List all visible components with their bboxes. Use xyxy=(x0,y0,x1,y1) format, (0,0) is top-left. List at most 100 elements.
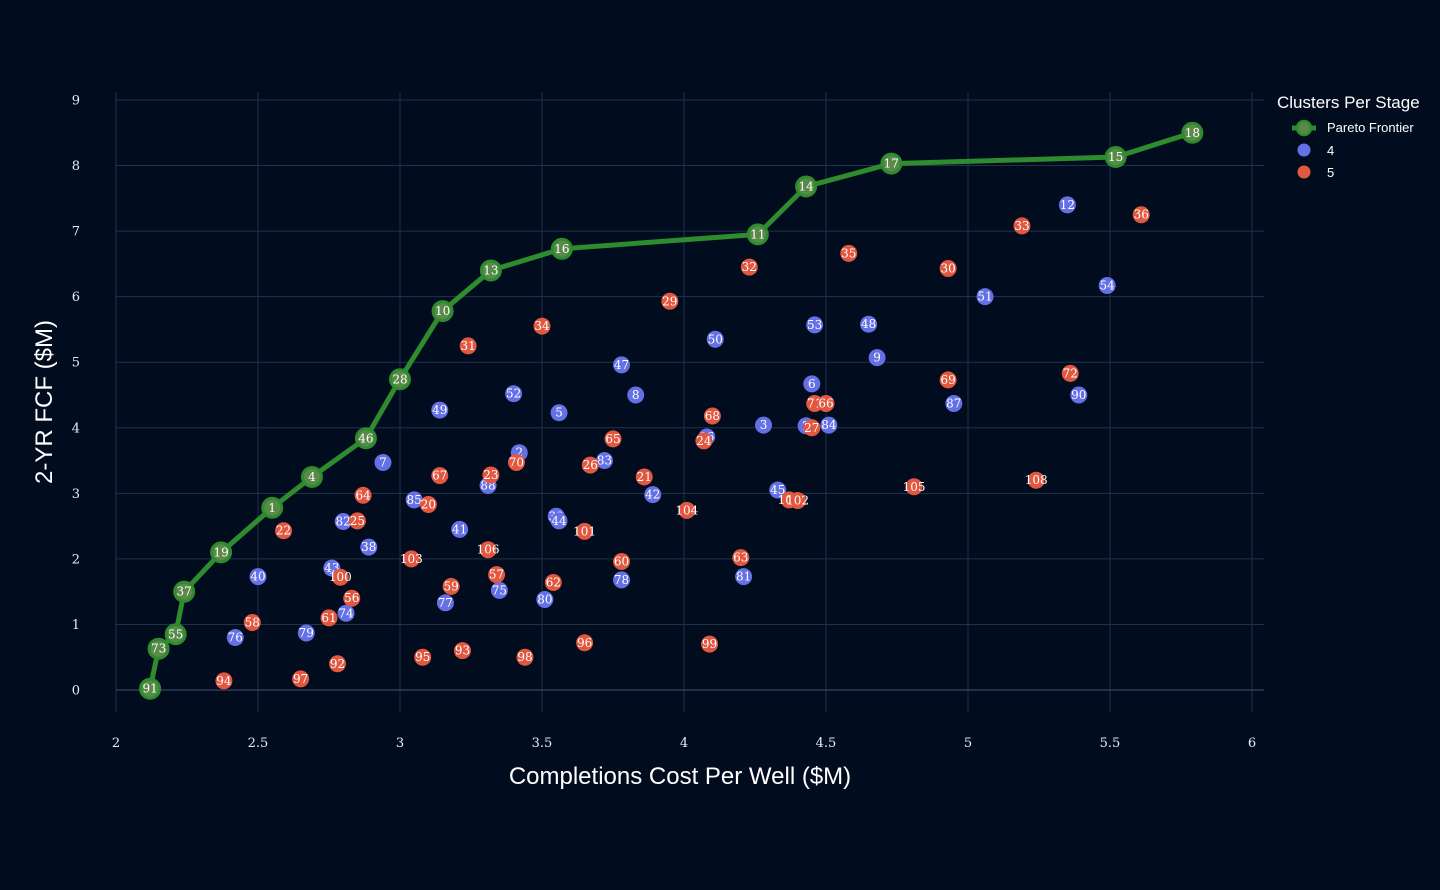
pareto-frontier-point[interactable]: 28 xyxy=(389,368,411,391)
pareto-frontier-point[interactable]: 17 xyxy=(880,152,903,175)
scatter-point-cluster-4[interactable]: 54 xyxy=(1098,277,1116,295)
scatter-point-cluster-4[interactable]: 6 xyxy=(803,375,821,393)
scatter-point-cluster-5[interactable]: 92 xyxy=(329,655,347,673)
legend-title: Clusters Per Stage xyxy=(1277,93,1420,112)
scatter-point-cluster-4[interactable]: 41 xyxy=(451,520,469,538)
scatter-point-cluster-5[interactable]: 64 xyxy=(354,486,372,504)
scatter-point-cluster-4[interactable]: 80 xyxy=(536,591,554,609)
scatter-point-cluster-4[interactable]: 84 xyxy=(820,416,838,434)
scatter-point-cluster-4[interactable]: 48 xyxy=(860,315,878,333)
scatter-point-cluster-4[interactable]: 40 xyxy=(249,568,267,586)
pareto-frontier-point[interactable]: 4 xyxy=(300,465,323,488)
scatter-point-cluster-5[interactable]: 108 xyxy=(1025,471,1048,489)
scatter-point-cluster-4[interactable]: 47 xyxy=(613,356,631,374)
scatter-point-cluster-5[interactable]: 23 xyxy=(482,466,500,484)
scatter-point-cluster-5[interactable]: 56 xyxy=(343,589,361,607)
scatter-point-cluster-4[interactable]: 9 xyxy=(868,349,886,367)
pareto-frontier-point[interactable]: 18 xyxy=(1181,121,1204,144)
pareto-frontier-point[interactable]: 46 xyxy=(354,427,377,450)
pareto-frontier-point[interactable]: 16 xyxy=(550,237,573,260)
scatter-point-cluster-4[interactable]: 8 xyxy=(627,386,645,404)
scatter-point-cluster-5[interactable]: 72 xyxy=(1061,364,1079,382)
scatter-point-cluster-5[interactable]: 105 xyxy=(903,478,926,496)
scatter-point-cluster-4[interactable]: 52 xyxy=(505,385,523,403)
scatter-point-cluster-4[interactable]: 78 xyxy=(613,571,631,589)
scatter-point-cluster-4[interactable]: 87 xyxy=(945,395,963,413)
scatter-point-cluster-4[interactable]: 44 xyxy=(550,512,568,530)
scatter-point-cluster-5[interactable]: 103 xyxy=(400,550,423,568)
pareto-frontier-point[interactable]: 37 xyxy=(173,580,196,603)
scatter-point-cluster-4[interactable]: 90 xyxy=(1070,386,1088,404)
scatter-point-cluster-4[interactable]: 53 xyxy=(806,316,824,334)
scatter-point-cluster-4[interactable]: 51 xyxy=(976,288,994,306)
scatter-point-cluster-5[interactable]: 67 xyxy=(431,467,449,485)
scatter-point-cluster-5[interactable]: 34 xyxy=(533,317,551,335)
scatter-point-cluster-4[interactable]: 79 xyxy=(297,624,315,642)
scatter-point-cluster-5[interactable]: 93 xyxy=(453,642,471,660)
scatter-point-cluster-4[interactable]: 74 xyxy=(337,604,355,622)
legend-item-cluster-5[interactable]: 5 xyxy=(1297,165,1335,180)
scatter-point-cluster-5[interactable]: 68 xyxy=(703,407,721,425)
scatter-point-cluster-5[interactable]: 95 xyxy=(414,648,432,666)
scatter-point-cluster-5[interactable]: 66 xyxy=(817,395,835,413)
legend-item-cluster-4[interactable]: 4 xyxy=(1297,143,1335,158)
scatter-point-cluster-5[interactable]: 33 xyxy=(1013,217,1031,235)
scatter-point-cluster-4[interactable]: 50 xyxy=(706,330,724,348)
scatter-point-cluster-5[interactable]: 61 xyxy=(320,609,338,627)
scatter-point-cluster-5[interactable]: 57 xyxy=(488,566,506,584)
pareto-frontier-point[interactable]: 11 xyxy=(746,223,769,246)
pareto-frontier-point[interactable]: 10 xyxy=(431,300,454,323)
scatter-point-cluster-4[interactable]: 81 xyxy=(735,568,753,586)
pareto-frontier-point[interactable]: 13 xyxy=(479,259,502,282)
scatter-point-cluster-4[interactable]: 76 xyxy=(226,629,244,647)
pareto-frontier-point[interactable]: 14 xyxy=(795,175,818,198)
scatter-point-cluster-5[interactable]: 58 xyxy=(243,613,261,631)
scatter-point-cluster-4[interactable]: 12 xyxy=(1058,196,1076,214)
scatter-point-cluster-5[interactable]: 97 xyxy=(292,670,310,688)
scatter-point-cluster-5[interactable]: 63 xyxy=(732,549,750,567)
pareto-frontier-point[interactable]: 1 xyxy=(261,496,284,519)
scatter-marker xyxy=(939,259,957,277)
pareto-frontier-point[interactable]: 73 xyxy=(147,637,170,660)
scatter-point-cluster-5[interactable]: 104 xyxy=(675,501,699,519)
scatter-point-cluster-4[interactable]: 7 xyxy=(374,454,392,472)
pareto-frontier-point[interactable]: 19 xyxy=(210,541,233,564)
scatter-point-cluster-5[interactable]: 69 xyxy=(939,371,957,389)
scatter-point-cluster-5[interactable]: 24 xyxy=(695,432,713,450)
scatter-point-cluster-5[interactable]: 36 xyxy=(1132,206,1150,224)
scatter-point-cluster-5[interactable]: 22 xyxy=(275,522,293,540)
scatter-point-cluster-5[interactable]: 27 xyxy=(803,419,821,437)
scatter-point-cluster-5[interactable]: 106 xyxy=(477,541,500,559)
scatter-point-cluster-5[interactable]: 60 xyxy=(613,553,631,571)
scatter-point-cluster-4[interactable]: 77 xyxy=(436,594,454,612)
scatter-point-cluster-5[interactable]: 31 xyxy=(459,337,477,355)
scatter-point-cluster-5[interactable]: 20 xyxy=(419,495,437,513)
pareto-frontier-point[interactable]: 91 xyxy=(139,677,162,700)
scatter-point-cluster-5[interactable]: 65 xyxy=(604,430,622,448)
pareto-frontier-point[interactable]: 55 xyxy=(164,623,187,646)
scatter-point-cluster-5[interactable]: 70 xyxy=(507,454,525,472)
scatter-point-cluster-5[interactable]: 96 xyxy=(576,634,594,652)
legend-item-pareto-frontier[interactable]: Pareto Frontier xyxy=(1292,119,1414,137)
scatter-point-cluster-4[interactable]: 5 xyxy=(550,404,568,422)
scatter-point-cluster-5[interactable]: 21 xyxy=(635,468,653,486)
scatter-point-cluster-4[interactable]: 75 xyxy=(490,581,508,599)
scatter-point-cluster-5[interactable]: 98 xyxy=(516,648,534,666)
y-tick-label: 9 xyxy=(72,94,80,109)
scatter-point-cluster-5[interactable]: 101 xyxy=(573,522,596,540)
scatter-point-cluster-5[interactable]: 32 xyxy=(740,258,758,276)
pareto-frontier-point[interactable]: 15 xyxy=(1104,146,1127,169)
scatter-point-cluster-5[interactable]: 30 xyxy=(939,259,957,277)
scatter-point-cluster-5[interactable]: 62 xyxy=(544,573,562,591)
scatter-point-cluster-4[interactable]: 38 xyxy=(360,538,378,556)
scatter-point-cluster-5[interactable]: 29 xyxy=(661,292,679,310)
scatter-point-cluster-4[interactable]: 49 xyxy=(431,401,449,419)
scatter-point-cluster-4[interactable]: 3 xyxy=(755,416,773,434)
scatter-point-cluster-5[interactable]: 94 xyxy=(215,672,233,690)
scatter-point-cluster-5[interactable]: 26 xyxy=(581,456,599,474)
scatter-point-cluster-5[interactable]: 99 xyxy=(701,635,719,653)
scatter-point-cluster-4[interactable]: 42 xyxy=(644,486,662,504)
scatter-point-cluster-5[interactable]: 35 xyxy=(840,244,858,262)
scatter-point-cluster-5[interactable]: 25 xyxy=(348,512,366,530)
scatter-point-cluster-5[interactable]: 59 xyxy=(442,577,460,595)
